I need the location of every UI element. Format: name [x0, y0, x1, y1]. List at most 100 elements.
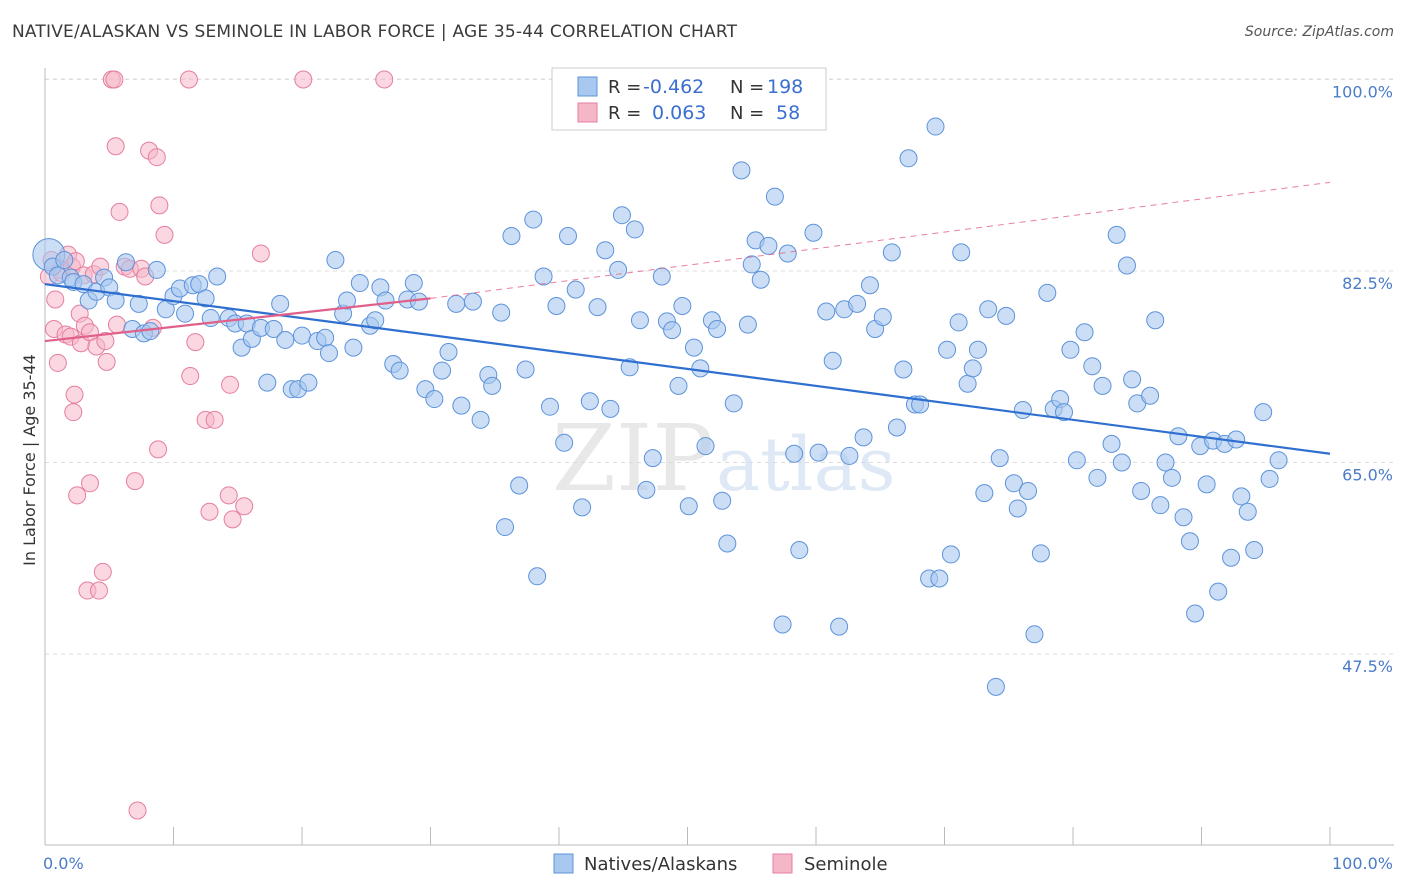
- natives-point: [732, 161, 751, 180]
- natives-point: [1146, 311, 1165, 330]
- natives-point: [773, 615, 792, 634]
- natives-point: [1123, 370, 1142, 389]
- natives-point: [718, 534, 737, 553]
- natives-point: [502, 226, 521, 245]
- natives-point: [708, 319, 727, 338]
- natives-point: [276, 330, 295, 349]
- seminole-point: [106, 137, 125, 156]
- legend-n-value-1: 198: [767, 76, 803, 98]
- seminole-point: [96, 332, 115, 351]
- seminole-point: [68, 486, 87, 505]
- watermark-zip: ZIP: [552, 405, 714, 512]
- bottom-legend-swatch-blue: [553, 853, 574, 874]
- natives-point: [390, 361, 409, 380]
- natives-point: [840, 446, 859, 465]
- seminole-point: [80, 474, 99, 493]
- natives-point: [1222, 548, 1241, 567]
- natives-point: [264, 319, 283, 338]
- natives-point: [785, 444, 804, 463]
- natives-point: [1067, 451, 1086, 470]
- seminole-point: [150, 196, 169, 215]
- natives-point: [1186, 604, 1205, 623]
- legend-n-label-2: N =: [730, 103, 764, 124]
- natives-point: [573, 498, 592, 517]
- natives-point: [1088, 468, 1107, 487]
- natives-point: [986, 677, 1005, 696]
- natives-point: [609, 260, 628, 279]
- natives-point: [963, 359, 982, 378]
- natives-point: [778, 244, 797, 263]
- natives-point: [293, 326, 311, 345]
- natives-point: [1245, 541, 1264, 560]
- correlation-legend: R = -0.462 N = 198 R = 0.063 N = 58: [551, 67, 827, 131]
- natives-point: [471, 410, 490, 429]
- natives-point: [1162, 468, 1181, 487]
- natives-point: [899, 149, 918, 168]
- natives-point: [860, 276, 879, 295]
- seminole-point: [105, 70, 124, 89]
- legend-r-value-2: 0.063: [652, 102, 706, 124]
- natives-point: [196, 289, 215, 308]
- x-tick-label-max: 100.0%: [1332, 854, 1393, 873]
- seminole-points: [39, 70, 394, 820]
- natives-point: [873, 307, 892, 326]
- seminole-point: [186, 333, 205, 352]
- natives-point: [804, 223, 823, 242]
- chart-title: NATIVE/ALASKAN VS SEMINOLE IN LABOR FORC…: [12, 22, 738, 42]
- natives-point: [979, 300, 998, 319]
- natives-point: [596, 241, 615, 260]
- natives-point: [558, 226, 577, 245]
- natives-point: [483, 376, 502, 395]
- seminole-point: [149, 440, 168, 459]
- seminole-point: [155, 225, 174, 244]
- natives-point: [106, 291, 125, 310]
- natives-point: [1238, 502, 1257, 521]
- seminole-point: [235, 497, 254, 516]
- natives-point: [1061, 340, 1080, 359]
- natives-point: [1141, 386, 1160, 405]
- natives-point: [643, 449, 662, 468]
- natives-point: [510, 476, 529, 495]
- natives-point: [830, 617, 849, 636]
- natives-point: [299, 373, 318, 392]
- natives-point: [809, 443, 828, 462]
- natives-point: [997, 306, 1016, 325]
- natives-point: [409, 292, 428, 311]
- natives-point: [1112, 453, 1131, 472]
- natives-point: [691, 359, 710, 378]
- natives-point: [882, 243, 901, 262]
- natives-point: [887, 418, 906, 437]
- natives-point: [524, 210, 543, 229]
- natives-point: [894, 360, 913, 379]
- y-tick-label: 47.5%: [1342, 657, 1393, 676]
- natives-point: [516, 360, 535, 379]
- y-tick-label: 82.5%: [1342, 274, 1393, 293]
- natives-point: [630, 311, 649, 330]
- natives-point: [1151, 496, 1170, 515]
- seminole-trend-line: [44, 297, 431, 343]
- seminole-point: [294, 70, 313, 89]
- legend-swatch-blue: [577, 76, 598, 97]
- natives-point: [601, 399, 620, 418]
- seminole-point: [97, 352, 116, 371]
- y-tick-label: 65.0%: [1342, 466, 1393, 485]
- natives-point: [1102, 434, 1121, 453]
- seminole-point: [65, 385, 84, 404]
- natives-point: [337, 291, 356, 310]
- natives-point: [258, 373, 277, 392]
- natives-point: [326, 251, 345, 270]
- natives-point: [679, 497, 698, 516]
- natives-point: [376, 291, 395, 310]
- seminole-point: [223, 510, 242, 529]
- natives-point: [1169, 427, 1188, 446]
- natives-point: [1117, 256, 1136, 275]
- natives-point: [1260, 469, 1279, 488]
- natives-point: [1197, 475, 1216, 494]
- natives-points: [32, 70, 1288, 696]
- x-tick-label-min: 0.0%: [43, 854, 84, 873]
- seminole-point: [110, 202, 129, 221]
- natives-point: [790, 541, 809, 560]
- seminole-point: [147, 148, 166, 167]
- natives-point: [724, 394, 743, 413]
